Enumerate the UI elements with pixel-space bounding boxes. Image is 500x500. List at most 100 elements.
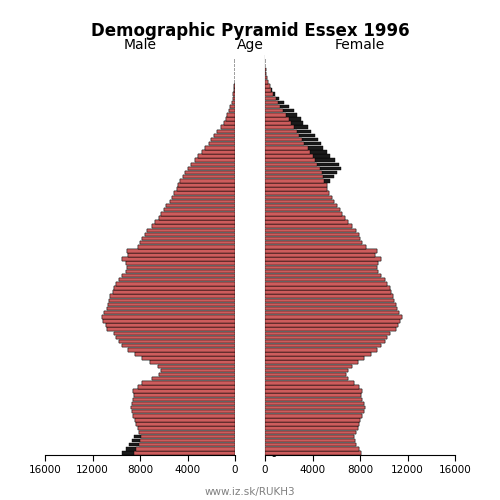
Bar	[128, 348, 235, 352]
Bar	[180, 179, 235, 182]
Bar	[217, 130, 235, 133]
Bar	[265, 385, 359, 388]
Bar	[224, 122, 235, 125]
Bar	[132, 402, 235, 405]
Bar	[198, 154, 235, 158]
Bar	[188, 166, 235, 170]
Bar	[265, 282, 388, 286]
Bar	[265, 319, 400, 322]
Bar	[135, 352, 235, 356]
Bar	[265, 328, 396, 331]
Bar	[194, 158, 235, 162]
Bar	[211, 138, 235, 141]
Bar	[130, 406, 235, 409]
Bar	[265, 76, 267, 80]
Bar	[135, 418, 235, 422]
Bar	[265, 332, 390, 335]
Bar	[114, 286, 235, 290]
Bar	[265, 398, 362, 401]
Bar	[234, 92, 235, 96]
Bar	[265, 344, 382, 348]
Bar	[265, 360, 358, 364]
Bar	[134, 394, 235, 397]
Bar	[265, 175, 334, 178]
Bar	[265, 204, 338, 208]
Bar	[265, 315, 402, 318]
Bar	[198, 154, 235, 158]
Bar	[104, 311, 235, 314]
Bar	[188, 166, 235, 170]
Bar	[265, 381, 354, 384]
Bar	[265, 208, 340, 212]
Bar	[209, 142, 235, 146]
Bar	[134, 394, 235, 397]
Bar	[265, 266, 376, 269]
Bar	[234, 84, 235, 87]
Bar	[152, 377, 235, 380]
Bar	[265, 109, 294, 112]
Bar	[178, 183, 235, 186]
Title: Age: Age	[236, 38, 264, 52]
Bar	[265, 352, 370, 356]
Bar	[170, 200, 235, 203]
Bar	[265, 245, 366, 248]
Bar	[265, 166, 341, 170]
Bar	[265, 117, 300, 120]
Bar	[265, 113, 297, 116]
Bar	[108, 302, 235, 306]
Bar	[265, 402, 364, 405]
Bar	[102, 315, 235, 318]
Bar	[265, 402, 364, 405]
Bar	[127, 266, 235, 269]
Bar	[265, 100, 278, 104]
Bar	[107, 328, 235, 331]
Bar	[265, 278, 385, 281]
Bar	[265, 126, 294, 129]
Bar	[112, 290, 235, 294]
Bar	[132, 410, 235, 414]
Bar	[202, 150, 235, 154]
Bar	[265, 183, 327, 186]
Bar	[158, 364, 235, 368]
Bar	[265, 332, 390, 335]
Bar	[178, 183, 235, 186]
Bar	[265, 158, 335, 162]
Bar	[234, 88, 235, 92]
Bar	[134, 434, 235, 438]
Bar	[126, 262, 235, 265]
Bar	[265, 373, 346, 376]
Bar	[106, 324, 235, 327]
Bar	[107, 307, 235, 310]
Bar	[214, 134, 235, 137]
Bar	[116, 282, 235, 286]
Bar	[133, 398, 235, 401]
Bar	[265, 307, 397, 310]
Bar	[265, 356, 364, 360]
Bar	[265, 171, 322, 174]
Bar	[265, 324, 398, 327]
Bar	[265, 262, 378, 265]
Bar	[118, 340, 235, 344]
Bar	[128, 348, 235, 352]
Bar	[265, 344, 382, 348]
Bar	[265, 249, 376, 252]
Title: Male: Male	[124, 38, 156, 52]
Bar	[265, 274, 382, 278]
Bar	[265, 253, 376, 257]
Bar	[265, 142, 304, 146]
Bar	[265, 324, 398, 327]
Bar	[265, 237, 360, 240]
Bar	[265, 68, 266, 71]
Bar	[265, 385, 359, 388]
Bar	[265, 204, 338, 208]
Bar	[180, 179, 235, 182]
Bar	[265, 92, 275, 96]
Bar	[265, 443, 356, 446]
Bar	[142, 356, 235, 360]
Bar	[234, 84, 235, 87]
Bar	[265, 336, 388, 339]
Bar	[221, 126, 235, 129]
Bar	[150, 360, 235, 364]
Bar	[265, 258, 382, 261]
Bar	[265, 138, 302, 141]
